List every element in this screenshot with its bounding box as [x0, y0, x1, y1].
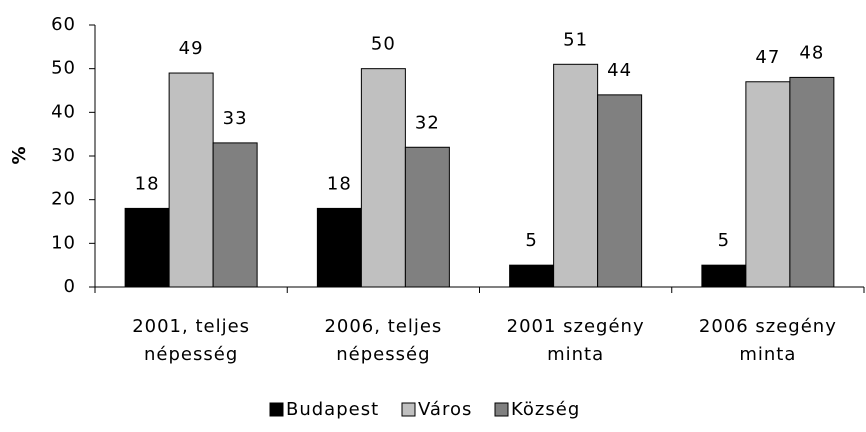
x-tick-label-line: 2006 szegény — [699, 316, 837, 337]
x-tick-label: 2001 szegény minta — [507, 316, 645, 365]
legend-label: Község — [511, 399, 580, 420]
bar — [789, 76, 835, 288]
value-label: 5 — [525, 230, 537, 251]
bar — [553, 63, 599, 288]
value-label: 18 — [135, 173, 160, 194]
bar — [316, 207, 362, 288]
x-tick-label: 2006, teljes népesség — [324, 316, 442, 365]
y-tick-label: 60 — [51, 14, 76, 35]
bar — [124, 207, 170, 288]
bar — [701, 264, 747, 288]
bar — [212, 142, 258, 288]
x-tick-label-line: 2001 szegény — [507, 316, 645, 337]
bar — [597, 94, 643, 288]
y-axis-label: % — [9, 145, 30, 164]
bar — [168, 72, 214, 288]
x-tick-label: 2006 szegény minta — [699, 316, 837, 365]
y-tick-label: 10 — [51, 232, 76, 253]
x-tick-label-line: népesség — [336, 344, 430, 365]
bar — [745, 81, 791, 288]
value-label: 49 — [179, 38, 204, 59]
legend-swatch — [269, 402, 284, 417]
bar — [360, 68, 406, 288]
x-tick-label-line: 2006, teljes — [324, 316, 442, 337]
legend-label: Város — [418, 399, 472, 420]
legend-swatch — [494, 402, 509, 417]
y-tick-label: 0 — [64, 276, 76, 297]
value-label: 51 — [563, 29, 588, 50]
value-label: 18 — [327, 173, 352, 194]
bar — [509, 264, 555, 288]
y-tick-label: 40 — [51, 101, 76, 122]
x-tick-label-line: minta — [547, 344, 604, 365]
legend-swatch — [401, 402, 416, 417]
x-tick-label: 2001, teljes népesség — [132, 316, 250, 365]
value-label: 33 — [223, 108, 248, 129]
value-label: 32 — [415, 112, 440, 133]
y-tick-label: 50 — [51, 58, 76, 79]
legend-label: Budapest — [286, 399, 379, 420]
value-label: 48 — [799, 42, 824, 63]
x-tick-label-line: népesség — [144, 344, 238, 365]
value-label: 44 — [607, 60, 632, 81]
bar — [404, 146, 450, 288]
value-label: 50 — [371, 34, 396, 55]
y-tick-label: 20 — [51, 189, 76, 210]
x-tick-label-line: minta — [739, 344, 796, 365]
value-label: 5 — [718, 230, 730, 251]
value-label: 47 — [755, 47, 780, 68]
x-tick-label-line: 2001, teljes — [132, 316, 250, 337]
y-tick-label: 30 — [51, 145, 76, 166]
